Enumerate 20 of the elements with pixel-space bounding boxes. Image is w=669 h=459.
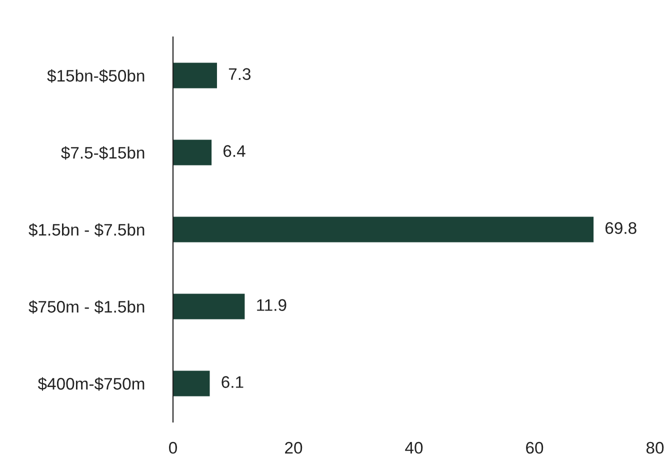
data-label: 6.1 [222,376,244,388]
x-tick-label: 0 [169,442,177,454]
y-tick-label: $7.5-$15bn [61,146,144,160]
x-tick-label: 60 [526,442,544,454]
bar [173,62,217,88]
y-tick-label: $400m-$750m [38,377,144,391]
x-tick-label: 20 [285,442,302,454]
y-tick-label: $750m - $1.5bn [28,300,144,314]
x-tick-label: 80 [646,442,664,454]
bar [173,140,212,166]
y-tick-label: $15bn-$50bn [47,69,144,83]
data-label: 69.8 [606,222,636,234]
bar [173,370,210,396]
y-tick-label: $1.5bn - $7.5bn [28,223,144,237]
data-label: 6.4 [224,145,246,157]
bar [173,294,245,320]
bar [173,216,594,242]
data-label: 7.3 [228,68,251,80]
x-tick-label: 40 [405,442,423,454]
data-label: 11.9 [257,299,286,311]
